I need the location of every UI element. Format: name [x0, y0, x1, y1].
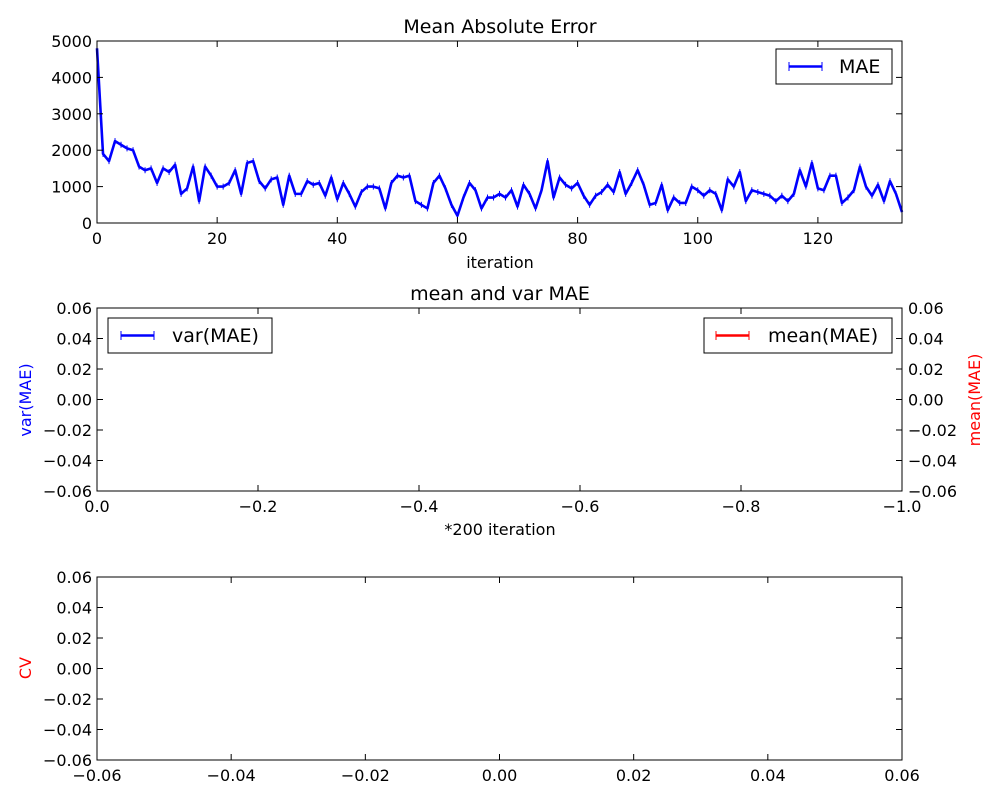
x-tick-label: 40	[327, 229, 347, 248]
mae-series-group	[95, 45, 904, 219]
mae-chart: Mean Absolute Error 0 20 40 60 80 100 120 0 100…	[51, 16, 904, 272]
mae-y-ticks: 0 1000 2000 3000 4000 5000	[51, 32, 902, 233]
y-tick-label: 0.02	[56, 360, 92, 379]
y-tick-label: −0.06	[43, 482, 92, 501]
x-tick-label: 0.06	[884, 766, 920, 785]
y-tick-label: 4000	[51, 68, 92, 87]
y-tick-label-right: −0.06	[908, 482, 957, 501]
x-tick-label: −0.04	[207, 766, 256, 785]
mean-var-x-axis-label: *200 iteration	[444, 520, 555, 539]
x-tick-label: −0.8	[722, 497, 761, 516]
var-mae-legend-label: var(MAE)	[172, 325, 259, 347]
mean-var-x-ticks: 0.0 −0.2 −0.4 −0.6 −0.8 −1.0	[84, 308, 921, 516]
x-tick-label: −0.6	[561, 497, 600, 516]
x-tick-label: 0	[92, 229, 102, 248]
y-tick-label-right: −0.04	[908, 452, 957, 471]
y-tick-label: 5000	[51, 32, 92, 51]
y-tick-label-right: 0.06	[908, 299, 944, 318]
x-tick-label: 0.0	[84, 497, 109, 516]
mean-var-chart: mean and var MAE 0.0 −0.2 −0.4 −0.6 −0.8 −1.0…	[16, 283, 984, 539]
y-tick-label: 1000	[51, 178, 92, 197]
mae-legend: MAE	[775, 48, 893, 85]
y-tick-label-right: −0.02	[908, 421, 957, 440]
mae-legend-label: MAE	[839, 56, 880, 78]
x-tick-label: 120	[803, 229, 834, 248]
y-tick-label-right: 0.04	[908, 330, 944, 349]
y-tick-label: 2000	[51, 141, 92, 160]
y-tick-label: −0.04	[43, 721, 92, 740]
cv-x-ticks: −0.06 −0.04 −0.02 0.00 0.02 0.04 0.06	[72, 577, 920, 785]
cv-y-ticks: 0.06 0.04 0.02 0.00 −0.02 −0.04 −0.06	[43, 568, 902, 770]
y-tick-label: −0.04	[43, 452, 92, 471]
x-tick-label: 80	[567, 229, 587, 248]
cv-y-axis-label: CV	[16, 657, 35, 679]
x-tick-label: 100	[682, 229, 713, 248]
y-tick-label: 3000	[51, 105, 92, 124]
y-tick-label: 0.00	[56, 391, 92, 410]
x-tick-label: −0.4	[400, 497, 439, 516]
x-tick-label: −0.06	[72, 766, 121, 785]
x-tick-label: −0.2	[239, 497, 278, 516]
mean-mae-legend: mean(MAE)	[703, 317, 893, 354]
y-tick-label: 0.00	[56, 660, 92, 679]
x-tick-label: 0.04	[750, 766, 786, 785]
y-tick-label: 0.04	[56, 599, 92, 618]
mean-var-chart-title: mean and var MAE	[410, 283, 590, 305]
cv-plot-frame	[96, 576, 903, 761]
x-tick-label: −1.0	[883, 497, 922, 516]
cv-chart: −0.06 −0.04 −0.02 0.00 0.02 0.04 0.06 0.06 0.04…	[16, 568, 920, 785]
y-tick-label: 0	[82, 214, 92, 233]
x-tick-label: 0.02	[616, 766, 652, 785]
y-tick-label: 0.02	[56, 629, 92, 648]
mean-var-y-ticks-left: 0.06 0.04 0.02 0.00 −0.02 −0.04 −0.06	[43, 299, 103, 501]
mean-mae-y-axis-label: mean(MAE)	[965, 354, 984, 447]
mae-x-ticks: 0 20 40 60 80 100 120	[92, 41, 833, 248]
y-tick-label: −0.02	[43, 690, 92, 709]
y-tick-label: 0.06	[56, 568, 92, 587]
mae-plot-frame	[96, 40, 903, 224]
y-tick-label-right: 0.02	[908, 360, 944, 379]
y-tick-label: 0.04	[56, 330, 92, 349]
mean-mae-legend-label: mean(MAE)	[768, 325, 878, 347]
x-tick-label: 60	[447, 229, 467, 248]
y-tick-label: −0.06	[43, 751, 92, 770]
y-tick-label: −0.02	[43, 421, 92, 440]
x-tick-label: −0.02	[341, 766, 390, 785]
var-mae-legend: var(MAE)	[107, 317, 273, 354]
x-tick-label: 0.00	[482, 766, 518, 785]
y-tick-label-right: 0.00	[908, 391, 944, 410]
mean-var-y-ticks-right: 0.06 0.04 0.02 0.00 −0.02 −0.04 −0.06	[896, 299, 957, 501]
mae-x-axis-label: iteration	[466, 253, 534, 272]
x-tick-label: 20	[207, 229, 227, 248]
var-mae-y-axis-label: var(MAE)	[16, 363, 35, 436]
y-tick-label: 0.06	[56, 299, 92, 318]
mae-chart-title: Mean Absolute Error	[403, 16, 596, 38]
